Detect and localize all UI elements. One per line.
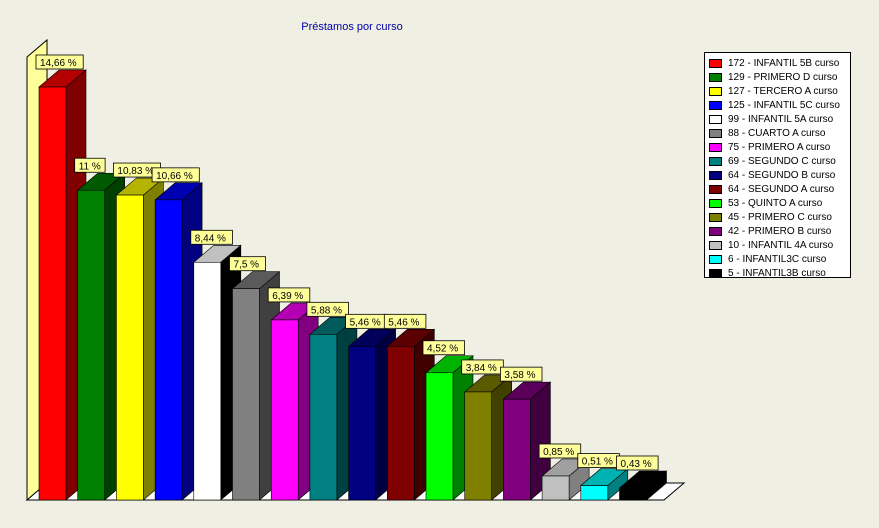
data-label: 5,46 % bbox=[350, 317, 381, 328]
legend-label: 64 - SEGUNDO A curso bbox=[728, 183, 835, 195]
legend-label: 6 - INFANTIL3C curso bbox=[728, 253, 827, 265]
legend-label: 5 - INFANTIL3B curso bbox=[728, 267, 826, 279]
data-label-box bbox=[190, 229, 233, 245]
chart-legend: 172 - INFANTIL 5B curso 129 - PRIMERO D c… bbox=[704, 52, 851, 280]
legend-swatch bbox=[709, 58, 722, 68]
legend-swatch bbox=[709, 198, 722, 208]
data-label: 5,46 % bbox=[388, 317, 419, 328]
data-label: 8,44 % bbox=[195, 233, 226, 244]
chart-title: Préstamos por curso bbox=[301, 21, 403, 33]
bar bbox=[116, 194, 144, 501]
bar bbox=[154, 199, 183, 501]
bar bbox=[77, 189, 105, 501]
data-label: 10,83 % bbox=[117, 166, 154, 177]
legend-item: 69 - SEGUNDO C curso bbox=[705, 154, 850, 168]
legend-label: 69 - SEGUNDO C curso bbox=[728, 155, 836, 167]
legend-item: 42 - PRIMERO B curso bbox=[705, 224, 850, 238]
data-label: 4,52 % bbox=[427, 344, 458, 355]
data-label: 0,51 % bbox=[582, 457, 613, 468]
bar bbox=[425, 372, 454, 501]
data-label: 3,84 % bbox=[466, 363, 497, 374]
legend-item: 127 - TERCERO A curso bbox=[705, 84, 850, 98]
legend-label: 64 - SEGUNDO B curso bbox=[728, 169, 836, 181]
data-label-box bbox=[151, 167, 200, 183]
legend-item: 99 - INFANTIL 5A curso bbox=[705, 112, 850, 126]
data-label-box bbox=[616, 455, 659, 471]
bar bbox=[541, 475, 570, 501]
bar bbox=[232, 288, 260, 501]
legend-item: 172 - INFANTIL 5B curso bbox=[705, 56, 850, 70]
legend-label: 125 - INFANTIL 5C curso bbox=[728, 99, 840, 111]
data-label-box bbox=[538, 443, 582, 459]
legend-item: 53 - QUINTO A curso bbox=[705, 196, 850, 210]
legend-label: 45 - PRIMERO C curso bbox=[728, 211, 832, 223]
bar bbox=[619, 487, 647, 501]
bar bbox=[386, 346, 415, 501]
legend-label: 127 - TERCERO A curso bbox=[728, 85, 838, 97]
legend-item: 5 - INFANTIL3B curso bbox=[705, 266, 850, 280]
legend-label: 129 - PRIMERO D curso bbox=[728, 71, 838, 83]
data-label: 11 % bbox=[79, 161, 101, 172]
legend-swatch bbox=[709, 240, 722, 250]
data-label-box bbox=[422, 340, 465, 356]
legend-swatch bbox=[709, 100, 722, 110]
legend-swatch bbox=[709, 114, 722, 124]
data-label-box bbox=[267, 287, 311, 303]
data-label: 5,88 % bbox=[311, 305, 342, 316]
legend-swatch bbox=[709, 72, 722, 82]
legend-label: 53 - QUINTO A curso bbox=[728, 197, 823, 209]
data-label: 7,5 % bbox=[234, 260, 260, 271]
legend-swatch bbox=[709, 142, 722, 152]
bar bbox=[348, 346, 376, 501]
data-label: 0,43 % bbox=[621, 459, 652, 470]
data-label-box bbox=[306, 301, 349, 317]
data-label: 0,85 % bbox=[543, 447, 574, 458]
legend-item: 129 - PRIMERO D curso bbox=[705, 70, 850, 84]
legend-item: 75 - PRIMERO A curso bbox=[705, 140, 850, 154]
legend-item: 125 - INFANTIL 5C curso bbox=[705, 98, 850, 112]
data-label: 3,58 % bbox=[504, 370, 535, 381]
bar bbox=[503, 398, 531, 501]
data-label-box bbox=[74, 157, 106, 173]
legend-item: 6 - INFANTIL3C curso bbox=[705, 252, 850, 266]
data-label-box bbox=[229, 256, 266, 272]
legend-item: 64 - SEGUNDO B curso bbox=[705, 168, 850, 182]
data-label-box bbox=[383, 313, 427, 329]
legend-item: 10 - INFANTIL 4A curso bbox=[705, 238, 850, 252]
bar bbox=[464, 391, 493, 501]
legend-label: 75 - PRIMERO A curso bbox=[728, 141, 831, 153]
legend-item: 88 - CUARTO A curso bbox=[705, 126, 850, 140]
legend-swatch bbox=[709, 128, 722, 138]
legend-swatch bbox=[709, 212, 722, 222]
legend-label: 88 - CUARTO A curso bbox=[728, 127, 826, 139]
bar bbox=[309, 334, 338, 501]
data-label-box bbox=[35, 54, 84, 70]
data-label: 6,39 % bbox=[272, 291, 303, 302]
legend-swatch bbox=[709, 170, 722, 180]
legend-label: 42 - PRIMERO B curso bbox=[728, 225, 832, 237]
bar bbox=[193, 261, 222, 501]
legend-swatch bbox=[709, 226, 722, 236]
data-label: 14,66 % bbox=[40, 58, 77, 69]
bar bbox=[270, 319, 299, 501]
legend-swatch bbox=[709, 184, 722, 194]
legend-item: 64 - SEGUNDO A curso bbox=[705, 182, 850, 196]
legend-label: 172 - INFANTIL 5B curso bbox=[728, 57, 840, 69]
bar bbox=[580, 485, 609, 501]
legend-swatch bbox=[709, 254, 722, 264]
legend-swatch bbox=[709, 268, 722, 278]
data-label-box bbox=[499, 366, 543, 382]
legend-swatch bbox=[709, 156, 722, 166]
bar bbox=[38, 86, 67, 501]
legend-label: 10 - INFANTIL 4A curso bbox=[728, 239, 834, 251]
legend-swatch bbox=[709, 86, 722, 96]
legend-label: 99 - INFANTIL 5A curso bbox=[728, 113, 834, 125]
data-label: 10,66 % bbox=[156, 171, 193, 182]
legend-item: 45 - PRIMERO C curso bbox=[705, 210, 850, 224]
